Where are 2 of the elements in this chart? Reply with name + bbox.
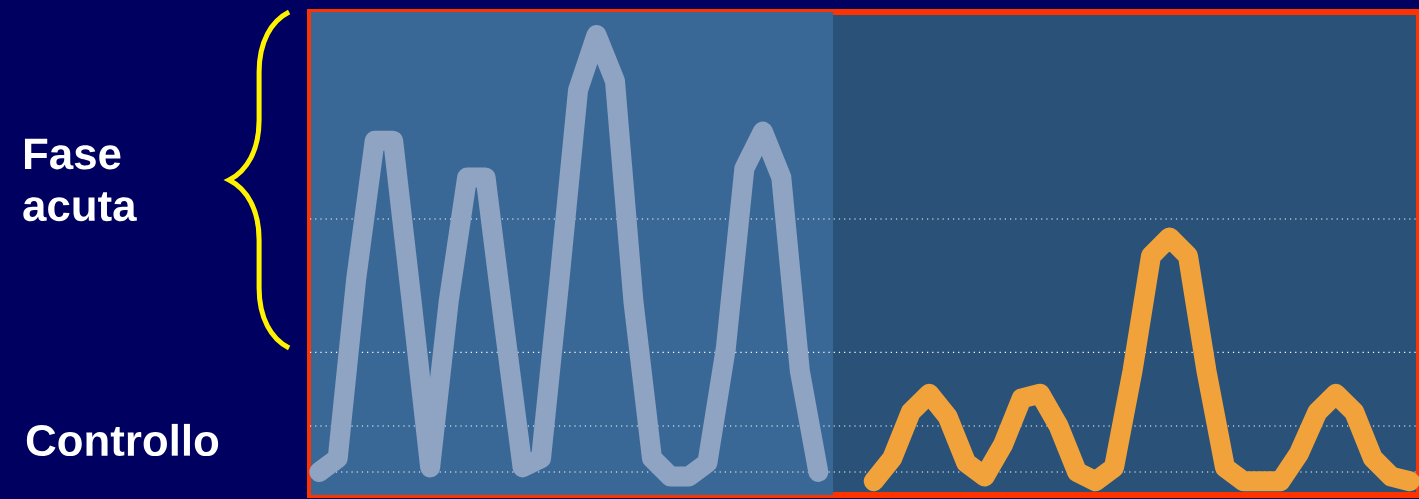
text: Fase acuta: [23, 138, 137, 222]
text: Controllo: [26, 423, 219, 457]
